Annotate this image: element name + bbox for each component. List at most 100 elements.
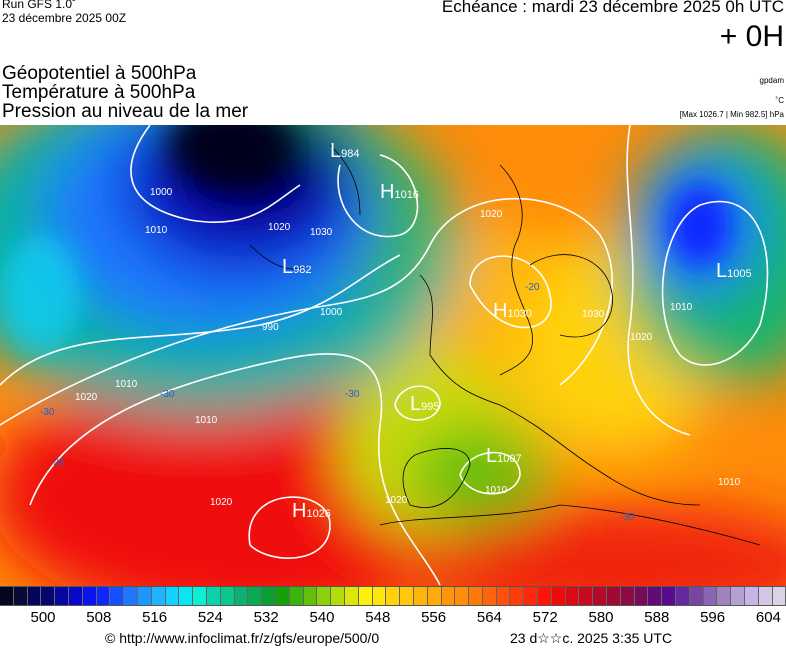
scale-swatch — [496, 587, 511, 605]
scale-swatch — [731, 587, 746, 605]
scale-swatch — [593, 587, 608, 605]
isobar-label: 1030 — [582, 309, 605, 320]
lead-time: + 0H — [719, 20, 784, 53]
source-link[interactable]: © http://www.infoclimat.fr/z/gfs/europe/… — [105, 630, 380, 646]
isobar-labels: 1000 1010 1020 1030 990 1000 1010 1020 1010 1020 1… — [40, 187, 741, 523]
title-geopotential: Géopotentiel à 500hPa — [2, 63, 197, 84]
scale-swatch — [510, 587, 525, 605]
isobars — [0, 125, 769, 586]
scale-swatch — [331, 587, 345, 605]
scale-swatch — [179, 587, 194, 605]
pressure-center-low: L1005 — [716, 260, 752, 282]
isobar-label: 1010 — [115, 379, 138, 390]
scale-swatch — [689, 587, 704, 605]
scale-swatch — [137, 587, 152, 605]
scale-swatch — [262, 587, 276, 605]
scale-swatch — [634, 587, 649, 605]
isobar-label: 1020 — [268, 222, 291, 233]
scale-swatch — [469, 587, 483, 605]
isobar-label: 1010 — [718, 477, 741, 488]
isobar-label: 1010 — [145, 225, 168, 236]
scale-swatch — [551, 587, 566, 605]
scale-swatch — [110, 587, 125, 605]
scale-swatch — [745, 587, 759, 605]
temperature-label: -20 — [525, 282, 540, 293]
scale-swatch — [289, 587, 304, 605]
run-label: Run GFS 1.0˚ — [2, 0, 77, 11]
coastlines — [249, 144, 761, 546]
pressure-center-low: L984 — [330, 140, 359, 162]
scale-swatch — [565, 587, 580, 605]
scale-swatch — [220, 587, 235, 605]
title-pressure: Pression au niveau de la mer — [2, 101, 249, 122]
scale-swatch — [662, 587, 677, 605]
scale-swatch — [275, 587, 290, 605]
temperature-label: -30 — [160, 389, 175, 400]
color-scale-ticks: 500 508 516 524 532 540 548 556 564 572 580 588 596 6… — [0, 609, 786, 629]
isobar-label: 1000 — [150, 187, 173, 198]
scale-swatch — [620, 587, 635, 605]
scale-tick: 532 — [253, 609, 279, 626]
scale-swatch — [124, 587, 138, 605]
scale-swatch — [82, 587, 97, 605]
scale-tick: 580 — [588, 609, 614, 626]
unit-gpdam: gpdam — [759, 76, 784, 85]
scale-swatch — [482, 587, 497, 605]
pressure-center-high: H1026 — [292, 500, 331, 522]
scale-swatch — [455, 587, 470, 605]
pressure-range: [Max 1026.7 | Min 982.5] hPa — [679, 110, 784, 119]
scale-swatch — [68, 587, 83, 605]
scale-swatch — [96, 587, 111, 605]
scale-swatch — [524, 587, 539, 605]
scale-swatch — [317, 587, 332, 605]
scale-swatch — [538, 587, 552, 605]
isobar-label: 1020 — [385, 495, 408, 506]
scale-swatch — [703, 587, 718, 605]
scale-swatch — [27, 587, 42, 605]
isobar-label: 1020 — [210, 497, 233, 508]
temperature-label: -20 — [50, 457, 65, 468]
scale-swatch — [165, 587, 180, 605]
pressure-centers: L984 H1016 L982 L1005 H1030 L995 L1007 H1026 — [282, 140, 752, 522]
scale-swatch — [400, 587, 414, 605]
pressure-center-high: H1016 — [380, 181, 419, 203]
isobar-label: 1000 — [320, 307, 343, 318]
temperature-label: -30 — [40, 407, 55, 418]
scale-swatch — [772, 587, 786, 605]
scale-tick: 500 — [30, 609, 56, 626]
color-scale — [0, 586, 786, 606]
temperature-label: -30 — [620, 512, 635, 523]
title-temperature: Température à 500hPa — [2, 82, 196, 103]
scale-swatch — [579, 587, 594, 605]
scale-swatch — [151, 587, 166, 605]
scale-swatch — [676, 587, 690, 605]
scale-swatch — [441, 587, 456, 605]
scale-swatch — [386, 587, 401, 605]
scale-tick: 556 — [421, 609, 447, 626]
scale-swatch — [206, 587, 221, 605]
scale-tick: 588 — [644, 609, 670, 626]
isobar-label: 1010 — [485, 485, 508, 496]
scale-swatch — [303, 587, 318, 605]
scale-tick: 548 — [365, 609, 391, 626]
scale-swatch — [607, 587, 621, 605]
scale-swatch — [344, 587, 359, 605]
scale-tick: 516 — [142, 609, 168, 626]
isobar-label: 1010 — [670, 302, 693, 313]
isobar-label: 1030 — [310, 227, 333, 238]
scale-tick: 540 — [309, 609, 335, 626]
scale-swatch — [413, 587, 428, 605]
scale-tick: 508 — [86, 609, 112, 626]
scale-swatch — [13, 587, 28, 605]
isobar-label: 1020 — [480, 209, 503, 220]
scale-tick: 564 — [476, 609, 502, 626]
scale-tick: 524 — [197, 609, 223, 626]
pressure-center-low: L1007 — [486, 445, 522, 467]
scale-swatch — [358, 587, 373, 605]
scale-swatch — [41, 587, 56, 605]
scale-swatch — [717, 587, 732, 605]
scale-tick: 596 — [700, 609, 726, 626]
generated-timestamp: 23 d☆☆c. 2025 3:35 UTC — [510, 630, 673, 646]
geopotential-field — [0, 125, 786, 586]
temperature-label: -30 — [345, 389, 360, 400]
